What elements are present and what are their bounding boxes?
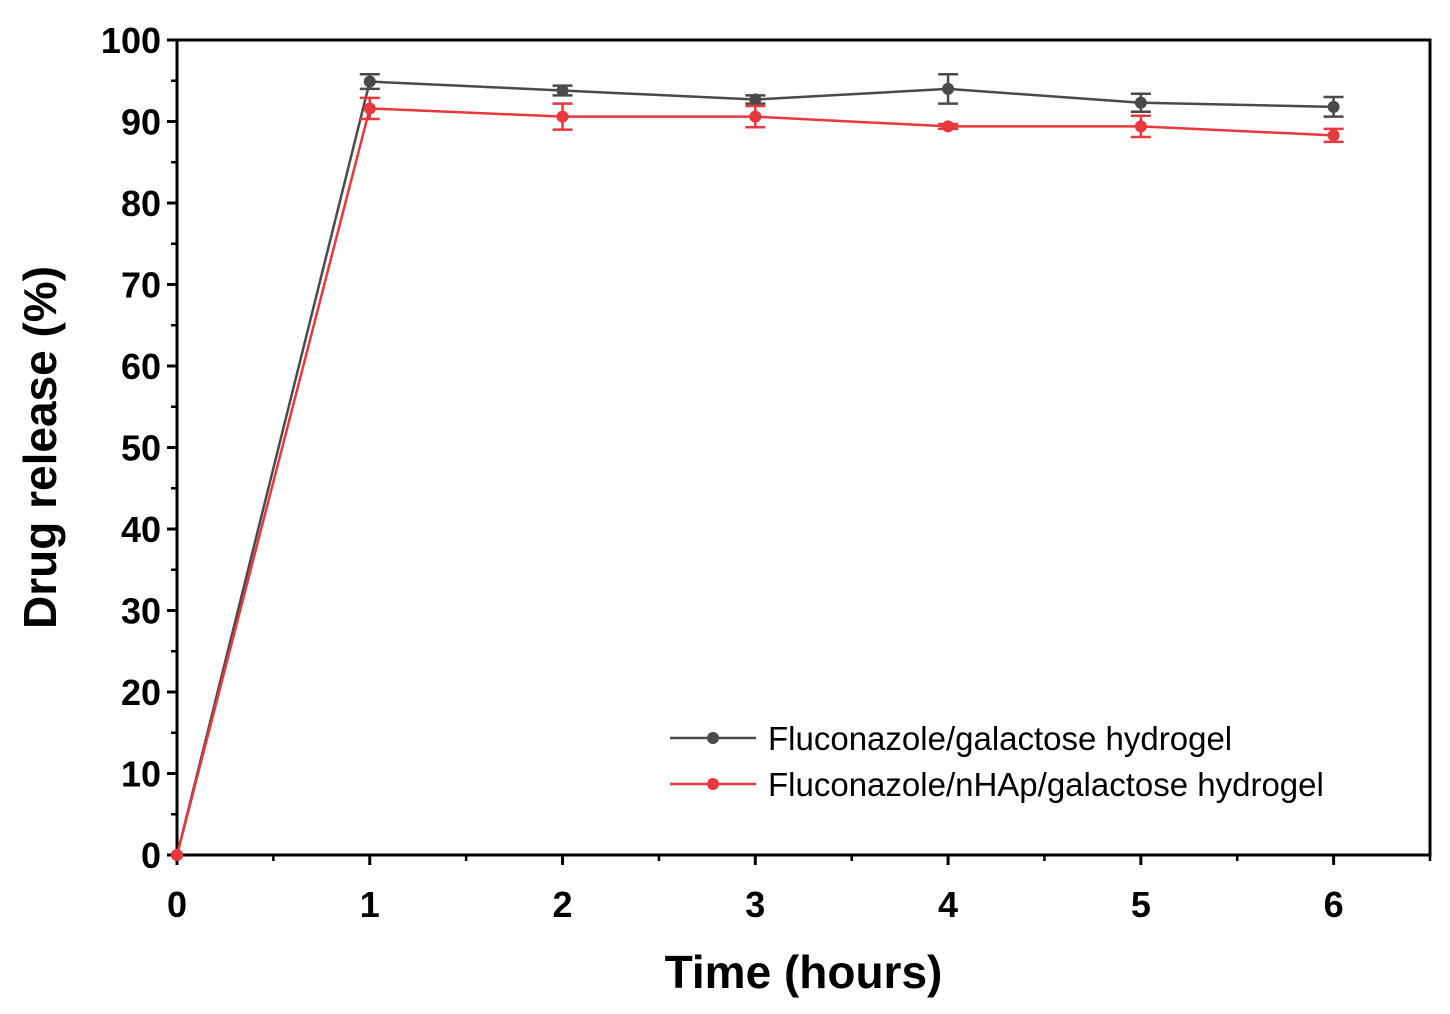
y-tick-label: 90 — [121, 102, 161, 143]
x-tick-label: 5 — [1131, 884, 1151, 925]
y-axis: 0 10 20 30 40 50 60 70 80 90 100 — [101, 20, 177, 876]
y-axis-title: Drug release (%) — [14, 266, 66, 629]
y-tick-label: 0 — [141, 835, 161, 876]
y-tick-label: 70 — [121, 265, 161, 306]
data-point — [171, 849, 183, 861]
legend-marker-series-2 — [707, 778, 719, 790]
data-point — [1134, 120, 1147, 133]
data-point — [1134, 96, 1147, 109]
y-tick-label: 50 — [121, 428, 161, 469]
x-tick-label: 4 — [938, 884, 958, 925]
y-tick-label: 10 — [121, 754, 161, 795]
y-tick-label: 100 — [101, 20, 161, 61]
x-tick-label: 2 — [553, 884, 573, 925]
x-axis: 0 1 2 3 4 5 6 — [167, 855, 1432, 925]
legend-label-series-2: Fluconazole/nHAp/galactose hydrogel — [768, 766, 1324, 803]
y-tick-label: 80 — [121, 183, 161, 224]
y-tick-label: 60 — [121, 346, 161, 387]
x-tick-label: 3 — [745, 884, 765, 925]
x-tick-label: 1 — [360, 884, 380, 925]
data-point — [363, 75, 376, 88]
series-layer — [171, 72, 1344, 861]
data-point — [556, 110, 569, 123]
data-point — [749, 110, 762, 123]
legend-label-series-1: Fluconazole/galactose hydrogel — [768, 720, 1232, 757]
legend: Fluconazole/galactose hydrogel Fluconazo… — [670, 720, 1324, 803]
data-point — [942, 82, 955, 95]
data-point — [942, 120, 955, 133]
x-tick-label: 0 — [167, 884, 187, 925]
legend-marker-series-1 — [707, 732, 719, 744]
x-axis-title: Time (hours) — [665, 946, 943, 998]
y-tick-label: 30 — [121, 591, 161, 632]
data-point — [1327, 100, 1340, 113]
data-point — [749, 93, 762, 106]
data-point — [1327, 129, 1340, 142]
data-point — [556, 84, 569, 97]
y-tick-label: 20 — [121, 672, 161, 713]
data-point — [363, 102, 376, 115]
x-tick-label: 6 — [1324, 884, 1344, 925]
series-2 — [171, 96, 1344, 861]
y-tick-label: 40 — [121, 509, 161, 550]
